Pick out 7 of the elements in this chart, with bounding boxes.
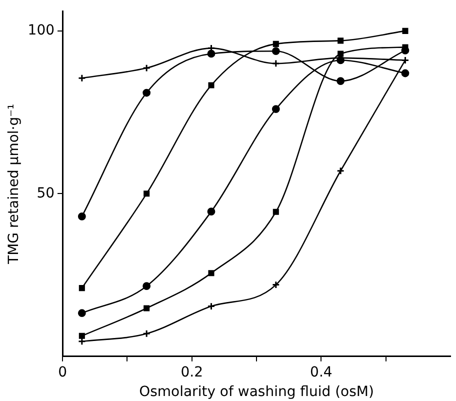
- x-tick-label: 0: [58, 364, 67, 380]
- x-tick-label: 0.2: [180, 364, 203, 380]
- y-axis-title: TMG retained μmol·g⁻¹: [6, 104, 22, 265]
- y-tick-label: 50: [36, 185, 55, 202]
- x-axis-title: Osmolarity of washing fluid (osM): [139, 384, 374, 400]
- x-tick-label: 0.4: [310, 364, 332, 380]
- y-tick-label: 100: [28, 22, 55, 39]
